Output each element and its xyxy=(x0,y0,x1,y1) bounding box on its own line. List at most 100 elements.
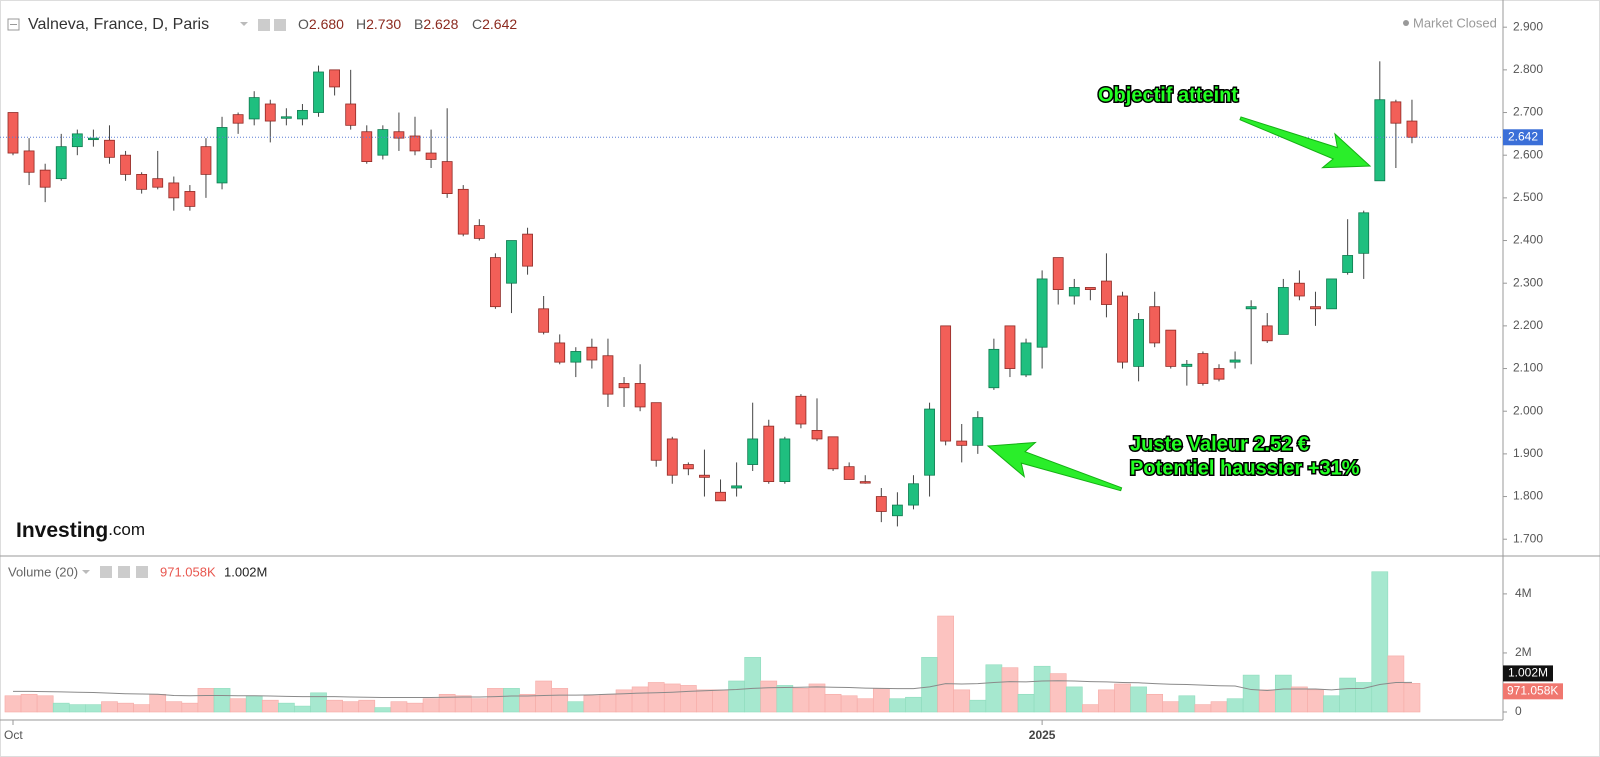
volume-bar xyxy=(599,693,617,713)
volume-bar xyxy=(985,664,1003,713)
candle-body xyxy=(715,491,726,502)
candle-body xyxy=(1374,99,1386,182)
candle-body xyxy=(1068,287,1080,297)
settings-icon[interactable] xyxy=(258,19,270,31)
volume-bar xyxy=(4,695,22,713)
volume-bar xyxy=(1065,686,1083,713)
volume-ma-line xyxy=(13,680,1412,699)
candle-body xyxy=(1390,101,1402,124)
dropdown-icon[interactable] xyxy=(240,22,248,26)
candle-body xyxy=(168,182,180,199)
settings-icon[interactable] xyxy=(274,19,286,31)
candle-body xyxy=(1197,353,1209,384)
candle-body xyxy=(1004,325,1016,369)
volume-bar xyxy=(85,704,102,713)
ohlc-value: 2.628 xyxy=(423,16,458,32)
candle-body xyxy=(522,233,533,267)
watermark-suffix: .com xyxy=(108,520,145,539)
candle-body xyxy=(892,504,903,517)
volume-bar xyxy=(36,695,54,713)
volume-badge-label: 971.058K xyxy=(1507,683,1558,697)
volume-bar xyxy=(824,693,842,713)
dropdown-icon[interactable] xyxy=(82,570,90,574)
volume-bar xyxy=(1307,689,1324,713)
volume-bar xyxy=(1403,683,1421,713)
candle-body xyxy=(1326,278,1337,310)
volume-bar xyxy=(165,701,183,713)
volume-bar xyxy=(663,683,681,713)
volume-bar xyxy=(294,705,311,713)
y-tick-label: 2.900 xyxy=(1513,19,1543,33)
y-tick-label: 2.000 xyxy=(1513,403,1543,417)
candle-body xyxy=(666,438,678,476)
candle-body xyxy=(1165,329,1177,367)
ohlc-label: B xyxy=(414,16,423,32)
candle-body xyxy=(473,225,485,239)
candle-body xyxy=(457,188,469,235)
volume-bar xyxy=(1274,674,1292,713)
volume-bar xyxy=(422,698,440,713)
candle-body xyxy=(425,152,437,160)
annotation: Objectif atteint xyxy=(1098,84,1238,106)
y-tick-label: 1.800 xyxy=(1513,489,1543,503)
volume-bar xyxy=(808,683,826,713)
volume-bar xyxy=(149,693,167,713)
volume-bar xyxy=(278,702,295,713)
volume-bar xyxy=(1258,689,1276,713)
plot: 2.900 2.800 2.700 2.600 2.500 2.400 2.300 2.200… xyxy=(0,19,1563,742)
volume-bar xyxy=(744,657,762,713)
volume-bar xyxy=(197,688,215,713)
last-price-badge xyxy=(1503,129,1543,146)
volume-bar xyxy=(1226,698,1244,713)
volume-bar xyxy=(1082,704,1099,713)
candle-body xyxy=(1261,325,1273,342)
candle-body xyxy=(1213,368,1225,380)
ohlc-label: O xyxy=(298,16,309,32)
candle-body xyxy=(120,154,131,175)
ohlc-label: C xyxy=(472,16,482,32)
volume-bar xyxy=(310,692,327,713)
volume-bar xyxy=(1049,673,1067,713)
y-tick-label: 2.800 xyxy=(1513,62,1543,76)
x-tick-label: Oct xyxy=(4,728,23,742)
volume-bar xyxy=(921,657,938,713)
candle-body xyxy=(1036,278,1048,348)
volume-value: 971.058K xyxy=(160,564,216,579)
candle-body xyxy=(39,169,51,188)
candle-body xyxy=(55,146,67,180)
candle-body xyxy=(538,308,550,333)
volume-bar xyxy=(856,698,874,713)
settings-icon[interactable] xyxy=(118,566,130,578)
volume-bar xyxy=(52,702,70,713)
close-icon[interactable] xyxy=(136,566,148,578)
volume-bar xyxy=(133,704,150,713)
candle-body xyxy=(747,438,759,465)
candle-body xyxy=(409,135,421,152)
volume-bar xyxy=(1178,695,1196,713)
symbol-title: Valneva, France, D, Paris xyxy=(28,16,209,33)
volume-bar xyxy=(117,702,134,713)
candle-body xyxy=(1084,287,1096,291)
candle-body xyxy=(136,173,148,190)
market-status: Market Closed xyxy=(1413,15,1497,30)
volume-bar xyxy=(1323,695,1340,713)
y-tick-label: 2.100 xyxy=(1513,361,1543,375)
arrow-shape xyxy=(986,441,1123,492)
candle-body xyxy=(554,342,566,363)
settings-icon[interactable] xyxy=(100,566,112,578)
candle-body xyxy=(7,112,19,154)
candle-body xyxy=(1229,359,1241,363)
candle-body xyxy=(248,97,260,120)
volume-bar xyxy=(905,696,922,713)
candle-body xyxy=(875,496,887,512)
x-tick-label: 2025 xyxy=(1029,728,1056,742)
candle-body xyxy=(972,417,984,446)
watermark-brand: Investing xyxy=(16,519,108,542)
collapse-icon[interactable] xyxy=(7,18,20,31)
candle-body xyxy=(104,139,115,158)
volume-bar xyxy=(535,680,552,713)
candle-body xyxy=(779,438,791,483)
status-dot xyxy=(1403,20,1409,26)
volume-bar xyxy=(245,695,263,713)
watermark: Investing.com xyxy=(16,519,145,542)
